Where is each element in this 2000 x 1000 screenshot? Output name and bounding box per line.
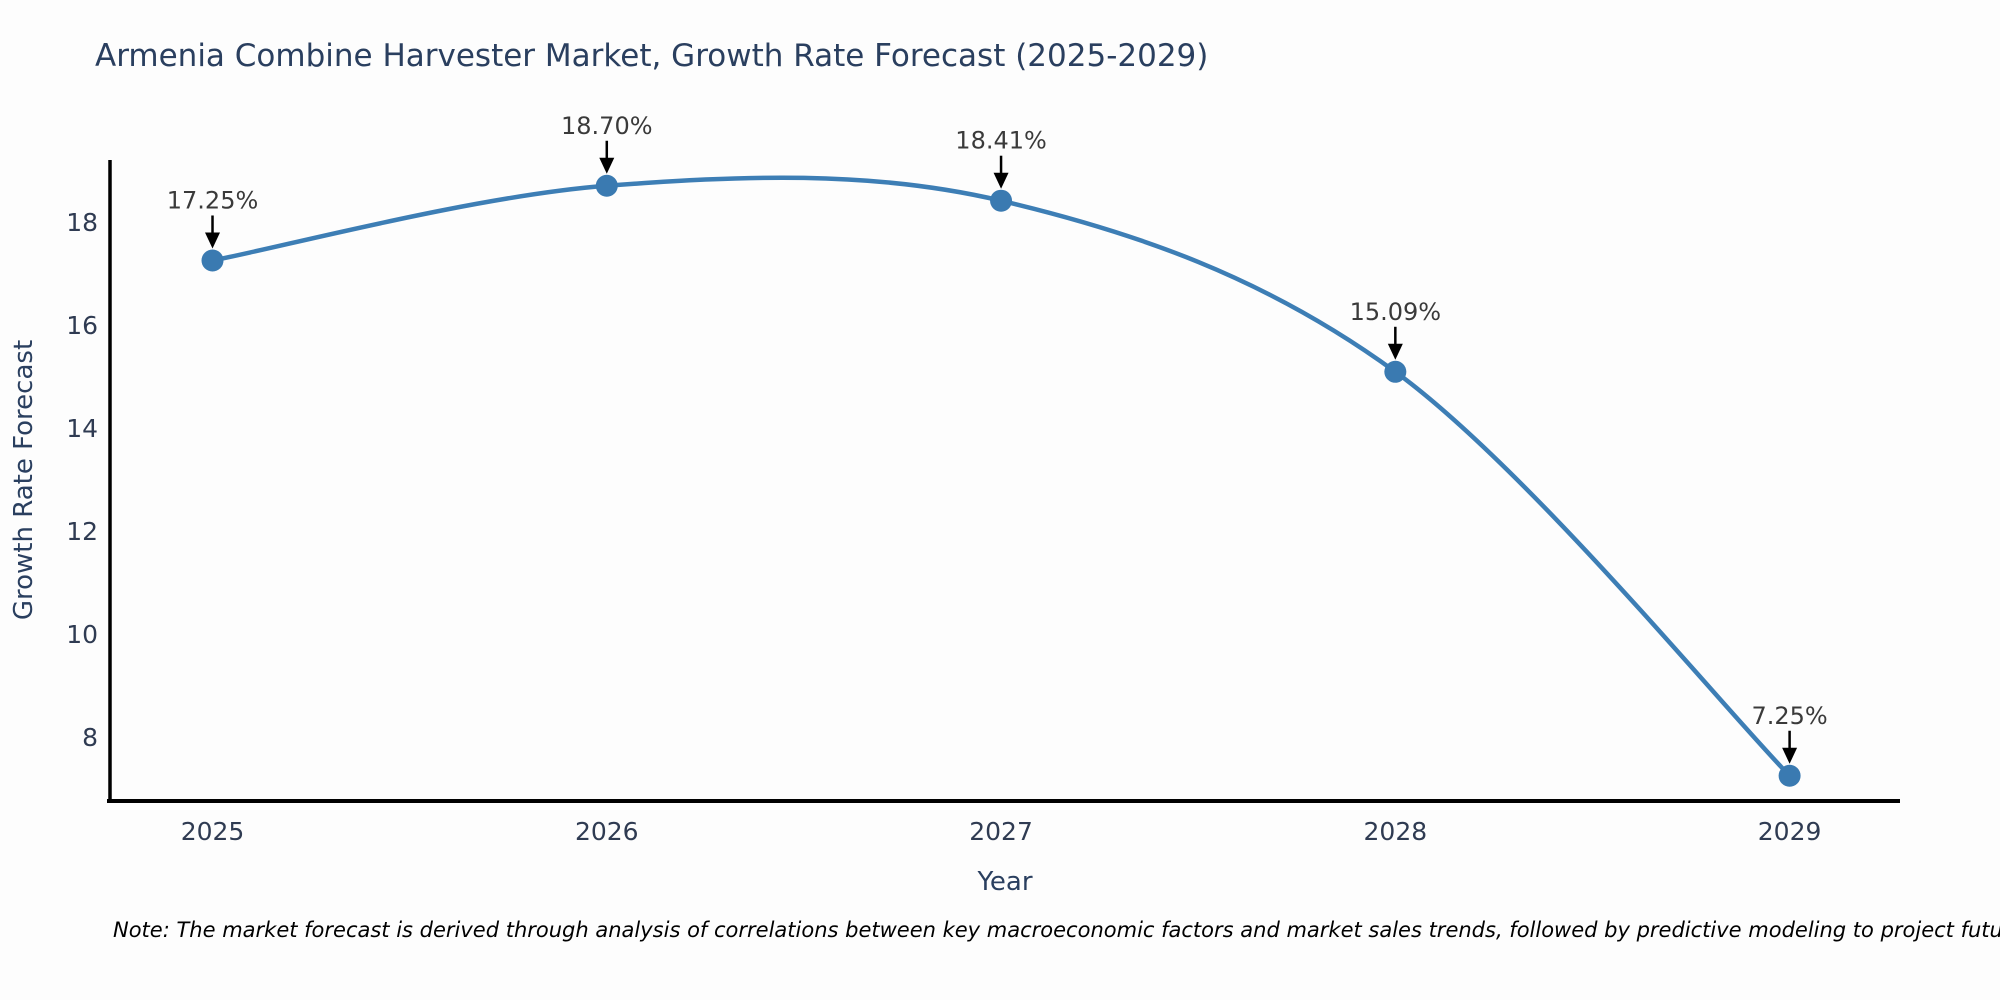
chart-title: Armenia Combine Harvester Market, Growth…	[95, 38, 1209, 74]
y-tick-label: 18	[66, 208, 98, 237]
data-point-marker	[201, 249, 224, 272]
y-axis-title: Growth Rate Forecast	[9, 340, 39, 620]
y-tick-label: 10	[66, 620, 98, 649]
data-point-label: 18.41%	[955, 127, 1047, 155]
y-tick-label: 12	[66, 517, 98, 546]
data-point-marker	[1384, 360, 1407, 383]
annotation-arrow-head	[1782, 747, 1798, 764]
x-tick-label: 2029	[1758, 817, 1822, 846]
annotation-arrow-head	[993, 172, 1009, 189]
series-line	[210, 175, 1792, 779]
data-point-label: 18.70%	[561, 112, 653, 140]
x-tick-label: 2025	[181, 817, 245, 846]
data-point-marker	[595, 174, 618, 197]
data-point-label: 15.09%	[1350, 298, 1442, 326]
y-tick-label: 14	[66, 414, 98, 443]
footnote-text: Note: The market forecast is derived thr…	[113, 918, 2000, 942]
x-tick-label: 2028	[1364, 817, 1428, 846]
data-point-marker	[1778, 764, 1801, 787]
annotation-arrow-head	[205, 232, 221, 249]
data-point-label: 7.25%	[1751, 702, 1827, 730]
data-point-label: 17.25%	[167, 186, 259, 214]
x-tick-label: 2027	[969, 817, 1033, 846]
y-tick-label: 8	[82, 723, 98, 752]
y-tick-label: 16	[66, 311, 98, 340]
annotation-arrow-head	[599, 157, 615, 174]
x-tick-label: 2026	[575, 817, 639, 846]
data-point-marker	[990, 189, 1013, 212]
annotation-arrow-head	[1387, 343, 1403, 360]
x-axis-title: Year	[976, 867, 1032, 897]
